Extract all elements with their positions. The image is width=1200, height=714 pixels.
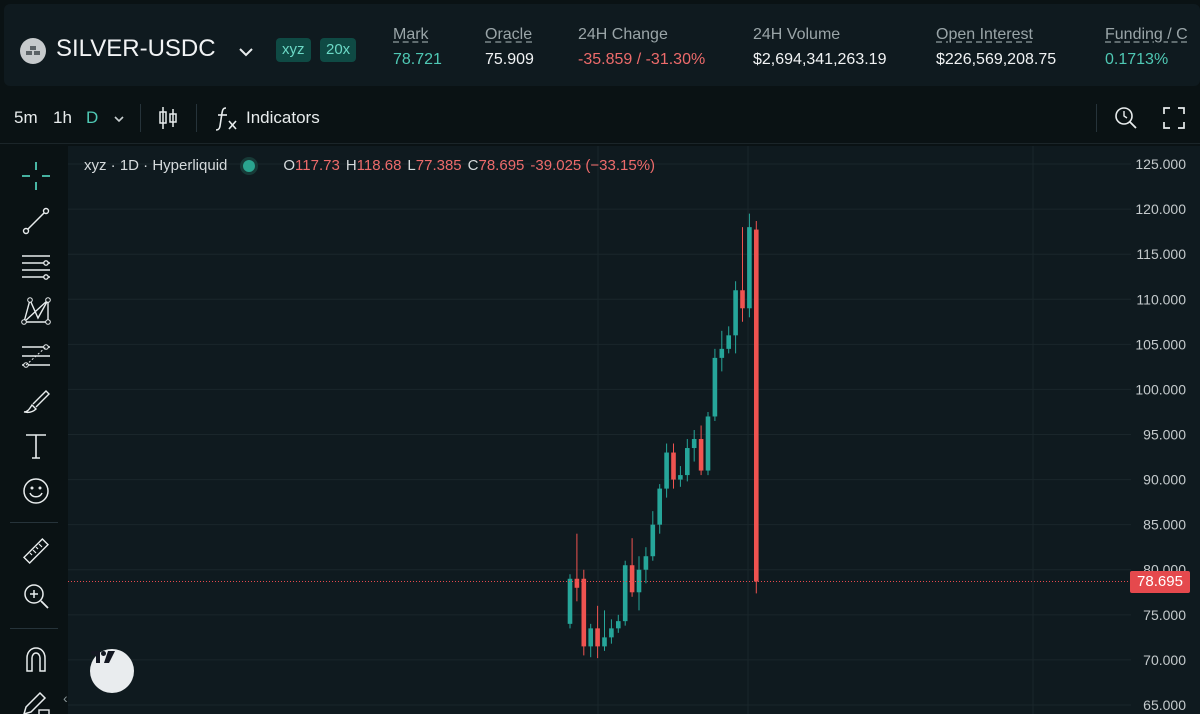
price-chart[interactable]: 125.000 120.000 115.000 110.000 105.000 100.0… — [68, 146, 1200, 714]
y-axis-tick-label: 70.000 — [1143, 652, 1186, 668]
candle-body-up — [657, 488, 662, 525]
candle-body-up — [719, 348, 725, 358]
candle-body-up — [705, 416, 711, 471]
candle-body-down — [671, 452, 676, 480]
stat-24h-change: 24H Change -35.859 / -31.30% — [578, 26, 706, 68]
candle-body-down — [740, 290, 745, 309]
market-status-dot — [243, 159, 256, 172]
timeframe-5m[interactable]: 5m — [14, 108, 38, 127]
trend-line-icon[interactable] — [18, 203, 54, 239]
zoom-in-icon[interactable] — [18, 578, 54, 614]
candle-body-up — [712, 357, 718, 417]
candle-body-up — [747, 227, 752, 309]
fib-levels-icon[interactable] — [18, 338, 54, 374]
candle-body-up — [567, 578, 573, 624]
stat-funding: Funding / C 0.1713% — [1105, 26, 1188, 68]
indicators-button[interactable]: Indicators — [246, 108, 320, 127]
candle-body-up — [733, 290, 738, 336]
chevron-down-icon[interactable] — [112, 112, 126, 126]
candle-body-up — [643, 556, 649, 570]
candle-body-up — [616, 621, 621, 629]
toolbar-divider — [1096, 104, 1097, 132]
last-price-label: 78.695 — [1130, 570, 1190, 593]
candle-body-down — [595, 628, 600, 647]
market-header: SILVER-USDC xyz 20x Mark 78.721 Oracle 7… — [4, 4, 1200, 86]
collapse-tools-icon[interactable]: ‹ — [63, 690, 68, 706]
candle-body-down — [574, 578, 580, 588]
pair-selector[interactable]: SILVER-USDC — [56, 35, 216, 62]
horizontal-lines-icon[interactable] — [18, 248, 54, 284]
candle-body-up — [609, 628, 614, 638]
drawing-tools-sidebar — [0, 146, 68, 714]
crosshair-icon[interactable] — [18, 158, 54, 194]
chart-toolbar: 5m 1h D Indicators — [0, 92, 1200, 144]
replay-search-icon[interactable] — [1113, 105, 1139, 131]
brush-icon[interactable] — [18, 383, 54, 419]
y-axis-tick-label: 65.000 — [1143, 697, 1186, 713]
magnet-icon[interactable] — [18, 641, 54, 677]
candlestick-chart[interactable]: 125.000 120.000 115.000 110.000 105.000 100.0… — [68, 146, 1200, 714]
tools-divider — [10, 628, 58, 629]
candle-body-down — [698, 439, 704, 471]
chevron-down-icon[interactable] — [236, 42, 256, 62]
dex-badge: xyz — [276, 38, 311, 62]
stat-24h-volume: 24H Volume $2,694,341,263.19 — [753, 26, 887, 68]
stat-mark: Mark 78.721 — [393, 26, 442, 68]
y-axis-tick-label: 105.000 — [1135, 336, 1186, 352]
emoji-icon[interactable] — [18, 473, 54, 509]
candle-body-up — [650, 524, 656, 557]
candle-body-up — [588, 628, 593, 647]
timeframe-d[interactable]: D — [86, 108, 99, 127]
candle-body-down — [581, 578, 587, 647]
candle-body-up — [726, 335, 731, 349]
candlestick-chart-icon[interactable] — [156, 104, 180, 132]
fullscreen-icon[interactable] — [1162, 106, 1186, 130]
y-axis-tick-label: 115.000 — [1136, 246, 1186, 262]
legend-low: 77.385 — [415, 157, 462, 174]
chart-legend: xyz · 1D · Hyperliquid O 117.73 H 118.68 L… — [84, 157, 655, 174]
text-icon[interactable] — [18, 428, 54, 464]
candle-body-down — [629, 565, 635, 593]
y-axis-tick-label: 110.000 — [1136, 291, 1186, 307]
candle-body-up — [622, 565, 628, 622]
y-axis-tick-label: 125.000 — [1135, 156, 1186, 172]
legend-close-key: C — [467, 157, 479, 174]
y-axis-tick-label: 95.000 — [1143, 427, 1186, 443]
candle-body-up — [602, 637, 607, 647]
candle-body-up — [678, 475, 683, 480]
legend-close: 78.695 — [478, 157, 525, 174]
y-axis-tick-label: 120.000 — [1135, 201, 1186, 217]
stat-open-interest: Open Interest $226,569,208.75 — [936, 26, 1057, 68]
timeframe-1h[interactable]: 1h — [53, 108, 72, 127]
candle-body-up — [664, 452, 669, 489]
candle-body-down — [754, 229, 759, 582]
pencil-lock-icon[interactable] — [18, 686, 54, 714]
legend-source: xyz · 1D · Hyperliquid — [84, 157, 228, 174]
stat-oracle: Oracle 75.909 — [485, 26, 534, 68]
silver-logo-icon — [20, 38, 46, 64]
candle-body-up — [685, 448, 690, 476]
legend-change: -39.025 (−33.15%) — [530, 157, 656, 174]
toolbar-divider — [196, 104, 197, 132]
function-icon[interactable] — [214, 104, 240, 132]
legend-open: 117.73 — [295, 157, 340, 174]
legend-high-key: H — [345, 157, 357, 174]
legend-low-key: L — [407, 157, 416, 174]
legend-open-key: O — [283, 157, 296, 174]
y-axis-tick-label: 100.000 — [1135, 381, 1186, 397]
y-axis-tick-label: 85.000 — [1143, 517, 1186, 533]
y-axis-tick-label: 75.000 — [1143, 607, 1186, 623]
y-axis-tick-label: 90.000 — [1143, 472, 1186, 488]
candle-body-up — [691, 439, 697, 449]
tools-divider — [10, 522, 58, 523]
ruler-icon[interactable] — [18, 533, 54, 569]
leverage-badge[interactable]: 20x — [320, 38, 357, 62]
toolbar-divider — [140, 104, 141, 132]
legend-high: 118.68 — [356, 157, 402, 174]
pattern-icon[interactable] — [18, 293, 54, 329]
tradingview-logo-icon[interactable] — [90, 649, 134, 693]
